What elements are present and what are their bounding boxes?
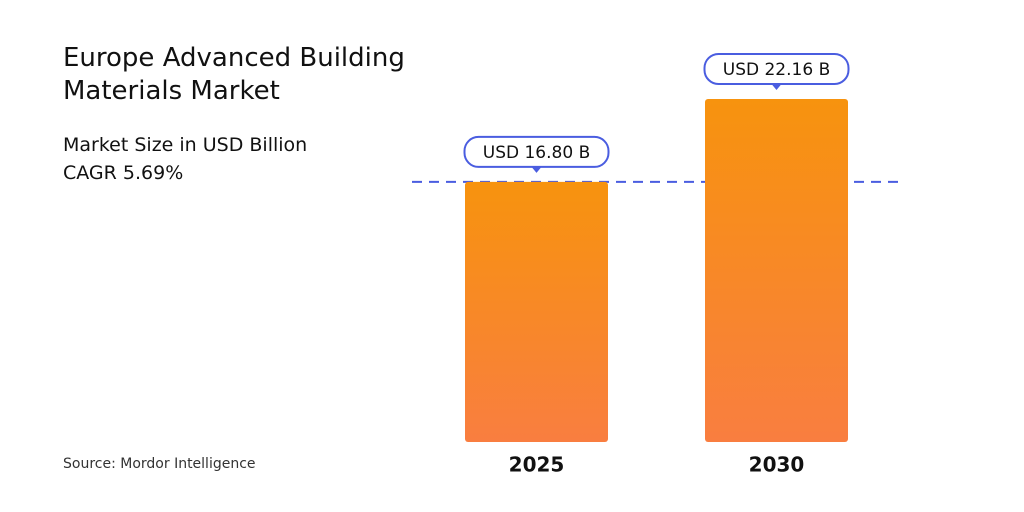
x-tick-label: 2025 bbox=[509, 453, 565, 477]
callout-pointer bbox=[771, 83, 782, 90]
chart-subtitle: Market Size in USD Billion bbox=[63, 134, 308, 156]
x-tick-label: 2030 bbox=[749, 453, 805, 477]
source-note: Source: Mordor Intelligence bbox=[63, 456, 256, 472]
chart-title: Europe Advanced Building Materials Marke… bbox=[63, 43, 405, 106]
value-label: USD 16.80 B bbox=[483, 143, 590, 163]
callout-pointer bbox=[531, 166, 542, 173]
value-label: USD 22.16 B bbox=[723, 60, 830, 80]
cagr-annotation: CAGR 5.69% bbox=[63, 162, 184, 184]
bar bbox=[465, 181, 608, 442]
bar bbox=[705, 98, 848, 443]
callout-box bbox=[703, 52, 850, 85]
